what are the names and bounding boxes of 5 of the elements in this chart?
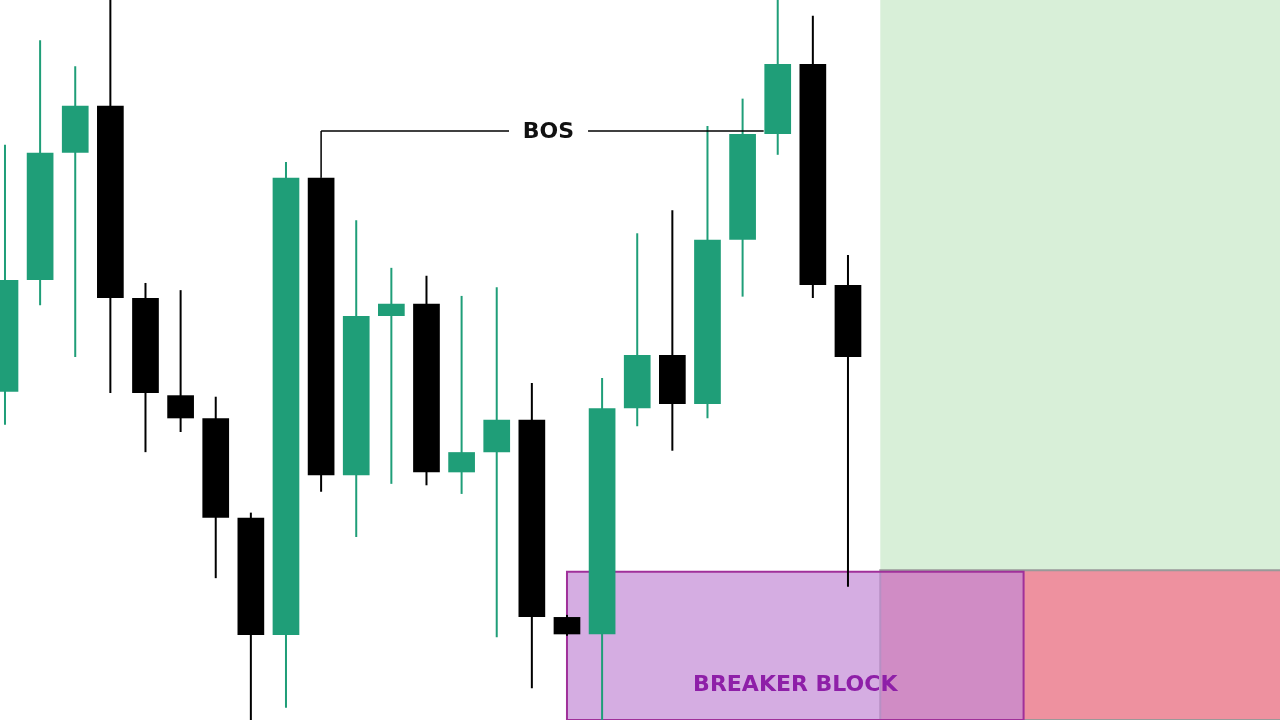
candlestick [448,294,475,495]
candlestick [483,286,511,639]
candlestick [378,266,405,485]
band-label: BREAKER BLOCK [693,671,899,696]
annotation: BOS [522,118,575,144]
